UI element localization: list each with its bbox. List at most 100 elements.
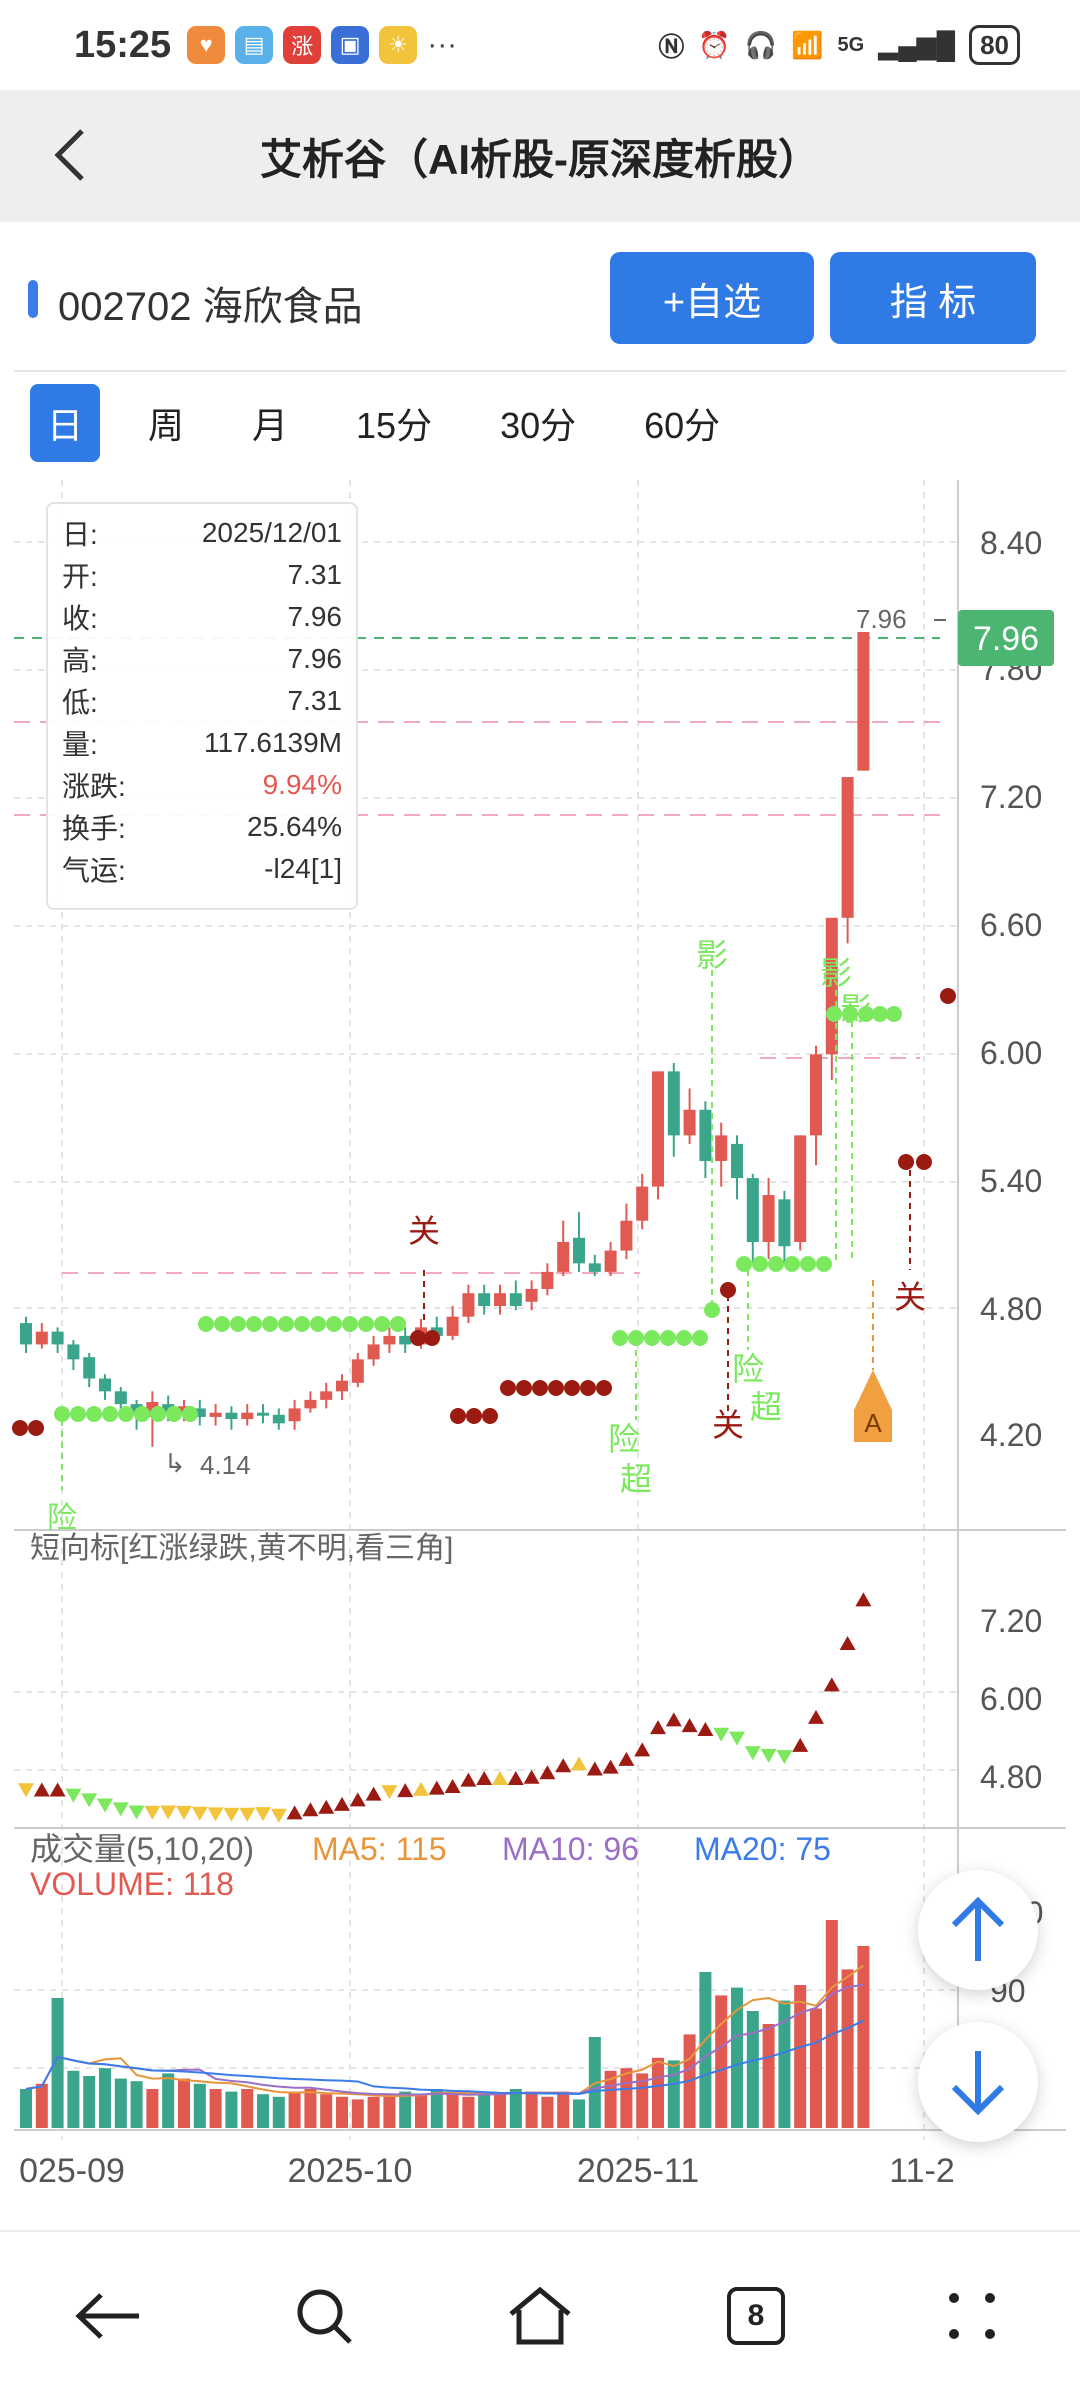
- add-watchlist-button[interactable]: +自选: [610, 252, 814, 344]
- page-title: 艾析谷（AI析股-原深度析股）: [260, 135, 820, 183]
- nfc-icon: Ⓝ: [658, 31, 685, 62]
- alarm-icon: ⏰: [698, 29, 731, 60]
- trend-triangle: [586, 1761, 603, 1776]
- back-button[interactable]: [40, 120, 100, 190]
- x-label-dec: 11-2: [889, 2152, 955, 2190]
- trend-triangle: [176, 1805, 192, 1820]
- tab-day[interactable]: 日: [30, 384, 100, 462]
- candle-body: [525, 1288, 538, 1302]
- green-signal-dot: [150, 1406, 166, 1422]
- volume-bar: [525, 2091, 538, 2128]
- trend-triangle: [65, 1788, 82, 1803]
- candle-body: [20, 1323, 32, 1345]
- info-value: 9.94%: [262, 769, 342, 800]
- red-signal-dot: [580, 1380, 596, 1396]
- candle-body: [35, 1331, 48, 1345]
- info-row: 量: 117.6139M: [62, 722, 342, 764]
- volume-bar: [715, 1995, 728, 2128]
- volume-bar: [99, 2068, 111, 2128]
- bottom-nav: 8: [0, 2230, 1080, 2400]
- trend-triangle: [665, 1712, 682, 1727]
- info-label: 气运:: [62, 855, 126, 886]
- info-row: 收: 7.96: [62, 596, 342, 638]
- indicator-tick-label: 7.20: [980, 1603, 1042, 1639]
- tab-month[interactable]: 月: [252, 405, 289, 446]
- candle-info-box: 日: 2025/12/01 开: 7.31 收: 7.96 高: 7.96 低: 7.31 量: 11…: [46, 502, 358, 910]
- candle-body: [494, 1293, 506, 1307]
- trend-triangle: [286, 1805, 303, 1820]
- price-tick-label: 7.20: [980, 779, 1042, 815]
- trend-triangle: [507, 1771, 524, 1786]
- candle-body: [67, 1344, 80, 1360]
- trend-triangle: [744, 1746, 761, 1761]
- indicator-button[interactable]: 指 标: [830, 252, 1036, 344]
- red-signal-dot: [564, 1380, 580, 1396]
- signal-label: 影: [820, 955, 852, 991]
- period-tabs: 日 周 月 15分 30分 60分: [30, 382, 768, 464]
- arrow-up-icon: [951, 1896, 1005, 1961]
- volume-bar: [257, 2094, 269, 2128]
- trend-triangle: [302, 1802, 319, 1817]
- trend-triangle: [349, 1792, 366, 1807]
- trend-triangle: [539, 1765, 556, 1780]
- nav-menu-button[interactable]: [922, 2266, 1022, 2366]
- volume-bar: [209, 2089, 222, 2128]
- volume-bar: [83, 2076, 96, 2128]
- trend-triangle: [97, 1798, 113, 1813]
- kline-chart[interactable]: 8.407.807.206.606.005.404.804.20 7.96 7.…: [0, 470, 1080, 2230]
- green-signal-dot: [246, 1316, 262, 1332]
- volume-bar: [478, 2091, 491, 2128]
- red-signal-dot: [466, 1408, 482, 1424]
- volume-bar: [399, 2091, 412, 2128]
- trend-triangle: [33, 1782, 50, 1797]
- volume-bar: [810, 2008, 822, 2128]
- info-label: 量:: [62, 729, 98, 760]
- trend-triangle: [729, 1731, 745, 1746]
- trend-triangle: [618, 1751, 635, 1766]
- trend-triangle: [191, 1806, 208, 1821]
- info-label: 日:: [62, 519, 98, 550]
- info-row: 低: 7.31: [62, 680, 342, 722]
- red-signal-dot: [596, 1380, 612, 1396]
- nav-home-button[interactable]: [490, 2266, 590, 2366]
- current-price-label: 7.96: [973, 620, 1039, 658]
- nav-tabs-button[interactable]: 8: [706, 2266, 806, 2366]
- app-notification-icon: ♥: [187, 26, 226, 64]
- nav-back-button[interactable]: [58, 2266, 158, 2366]
- x-label-sep: 025-09: [19, 2152, 125, 2190]
- tab-15min[interactable]: 15分: [356, 405, 433, 446]
- trend-triangle: [808, 1709, 824, 1724]
- battery-indicator: 80: [969, 25, 1020, 65]
- volume-bar: [825, 1920, 838, 2128]
- tab-30min[interactable]: 30分: [500, 405, 577, 446]
- volume-bar: [162, 2073, 175, 2128]
- scroll-down-button[interactable]: [918, 2022, 1038, 2142]
- candle-body: [83, 1357, 96, 1379]
- green-signal-dot: [230, 1316, 246, 1332]
- nav-search-button[interactable]: [274, 2266, 374, 2366]
- candle-body: [351, 1359, 364, 1383]
- volume-bar: [841, 1969, 854, 2128]
- green-signal-dot: [704, 1302, 720, 1318]
- candle-body: [446, 1316, 459, 1336]
- candle-body: [241, 1412, 254, 1420]
- headphones-icon: 🎧: [744, 29, 778, 60]
- candle-body: [383, 1335, 396, 1345]
- volume-panel-title: 成交量(5,10,20): [30, 1831, 254, 1867]
- status-time: 15:25: [74, 23, 172, 66]
- info-row: 开: 7.31: [62, 554, 342, 596]
- tab-week[interactable]: 周: [148, 405, 185, 446]
- green-signal-dot: [294, 1316, 310, 1332]
- low-marker-arrow-icon: ↳: [164, 1448, 186, 1478]
- green-signal-dot: [628, 1330, 644, 1346]
- volume-bar: [494, 2094, 506, 2128]
- signal-label: 险: [608, 1421, 640, 1457]
- candle-body: [257, 1412, 269, 1416]
- trend-triangle: [49, 1782, 66, 1797]
- scroll-up-button[interactable]: [918, 1870, 1038, 1990]
- volume-bar: [573, 2099, 585, 2128]
- green-signal-dot: [736, 1256, 752, 1272]
- tab-60min[interactable]: 60分: [644, 405, 721, 446]
- price-tick-label: 4.20: [980, 1417, 1042, 1453]
- x-label-oct: 2025-10: [288, 2152, 413, 2190]
